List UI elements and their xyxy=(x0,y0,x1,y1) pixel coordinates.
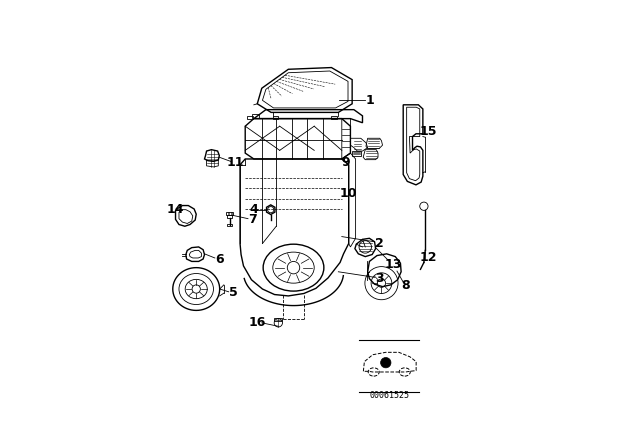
Text: 14: 14 xyxy=(167,203,184,216)
Text: 8: 8 xyxy=(401,279,410,292)
Text: 15: 15 xyxy=(420,125,438,138)
Text: 6: 6 xyxy=(216,253,224,266)
Text: 11: 11 xyxy=(227,156,244,169)
Text: 4: 4 xyxy=(249,203,258,216)
Text: 00061525: 00061525 xyxy=(369,391,409,400)
Text: 16: 16 xyxy=(248,316,266,329)
Circle shape xyxy=(381,358,391,368)
Text: 9: 9 xyxy=(342,156,350,169)
Text: 2: 2 xyxy=(374,237,383,250)
Text: 3: 3 xyxy=(375,272,383,285)
Text: 13: 13 xyxy=(384,258,401,271)
Text: 10: 10 xyxy=(339,187,356,200)
Text: 5: 5 xyxy=(229,286,238,299)
Text: 12: 12 xyxy=(419,251,436,264)
Text: 1: 1 xyxy=(365,94,374,107)
Text: 7: 7 xyxy=(248,213,257,226)
